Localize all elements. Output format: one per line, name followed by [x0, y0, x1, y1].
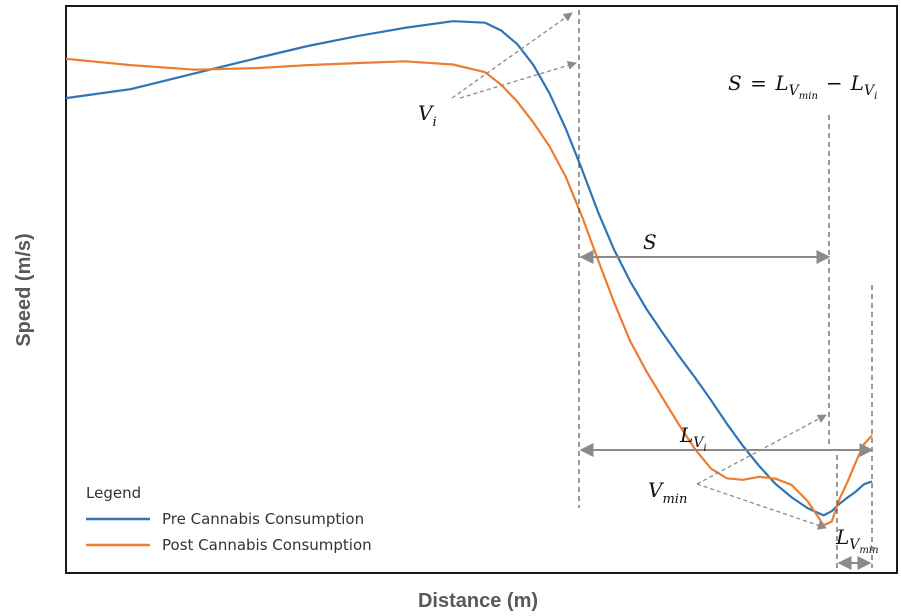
y-axis-label: Speed (m/s)	[13, 233, 35, 346]
distance-formula: S = LVmin− LVi	[728, 71, 877, 102]
lvmin-label: LVmin	[835, 525, 879, 556]
x-axis-label: Distance (m)	[418, 590, 538, 612]
s-label: S	[643, 230, 657, 254]
legend-label-pre: Pre Cannabis Consumption	[162, 510, 364, 528]
vi-pointer-arrow-post	[459, 61, 577, 99]
vmin-pointer-arrow-post	[696, 483, 827, 530]
vi-label: Vi	[418, 101, 437, 130]
legend: Legend Pre Cannabis Consumption Post Can…	[86, 484, 372, 554]
vmin-pointer-arrow-pre	[696, 414, 827, 485]
vi-pointer-arrow-pre	[451, 12, 573, 99]
series-line-pre	[65, 20, 873, 517]
lvi-label: LVi	[679, 423, 707, 454]
plot-frame	[65, 5, 898, 574]
legend-title: Legend	[86, 484, 141, 502]
vmin-label: Vmin	[648, 478, 687, 507]
legend-label-post: Post Cannabis Consumption	[162, 536, 372, 554]
